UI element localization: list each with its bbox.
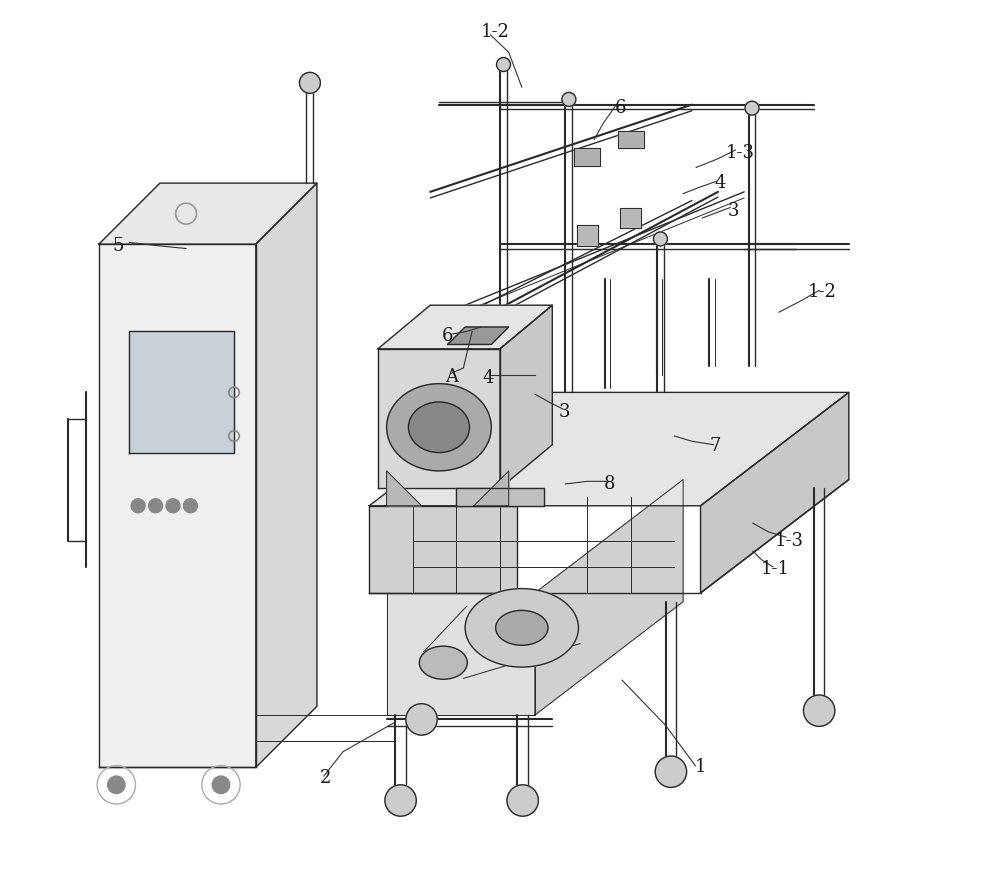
Text: 8: 8	[604, 475, 616, 493]
Polygon shape	[369, 506, 517, 593]
Text: 3: 3	[728, 202, 739, 220]
Circle shape	[299, 72, 320, 93]
Polygon shape	[535, 480, 683, 715]
Ellipse shape	[465, 589, 578, 667]
Ellipse shape	[387, 384, 491, 471]
Text: 4: 4	[483, 369, 494, 386]
Text: 1-2: 1-2	[481, 24, 510, 41]
Text: 7: 7	[710, 438, 721, 455]
Polygon shape	[574, 148, 600, 166]
Polygon shape	[577, 225, 598, 246]
Polygon shape	[99, 244, 256, 767]
Text: 1-3: 1-3	[775, 532, 804, 549]
Polygon shape	[500, 305, 552, 488]
Polygon shape	[701, 392, 849, 593]
Circle shape	[131, 499, 145, 513]
Circle shape	[653, 232, 667, 246]
Circle shape	[406, 704, 437, 735]
Circle shape	[166, 499, 180, 513]
Polygon shape	[474, 471, 509, 506]
Polygon shape	[387, 593, 535, 715]
Polygon shape	[456, 488, 544, 506]
Ellipse shape	[419, 646, 467, 679]
Polygon shape	[369, 392, 849, 506]
Text: 1: 1	[695, 759, 706, 776]
Ellipse shape	[496, 610, 548, 645]
Circle shape	[183, 499, 197, 513]
Circle shape	[562, 92, 576, 106]
Ellipse shape	[408, 402, 469, 453]
Text: 2: 2	[320, 769, 331, 787]
Text: 1-1: 1-1	[761, 560, 790, 577]
Text: A: A	[445, 368, 458, 385]
Circle shape	[655, 756, 687, 787]
Text: 6: 6	[615, 99, 626, 117]
Circle shape	[149, 499, 163, 513]
Circle shape	[212, 776, 230, 794]
Polygon shape	[378, 305, 552, 349]
Polygon shape	[256, 183, 317, 767]
Polygon shape	[618, 131, 644, 148]
Circle shape	[497, 58, 510, 72]
Text: 5: 5	[112, 237, 124, 255]
Text: 6: 6	[442, 327, 453, 344]
Circle shape	[803, 695, 835, 726]
Text: 1-2: 1-2	[808, 283, 837, 301]
Circle shape	[385, 785, 416, 816]
Text: 1-3: 1-3	[725, 144, 754, 161]
Polygon shape	[378, 349, 500, 488]
Polygon shape	[448, 327, 509, 344]
Circle shape	[507, 785, 538, 816]
Text: 3: 3	[559, 404, 570, 421]
Polygon shape	[129, 331, 234, 453]
Polygon shape	[99, 183, 317, 244]
Text: 4: 4	[714, 174, 725, 192]
Circle shape	[745, 101, 759, 115]
Polygon shape	[387, 471, 422, 506]
Circle shape	[108, 776, 125, 794]
Polygon shape	[620, 208, 641, 228]
